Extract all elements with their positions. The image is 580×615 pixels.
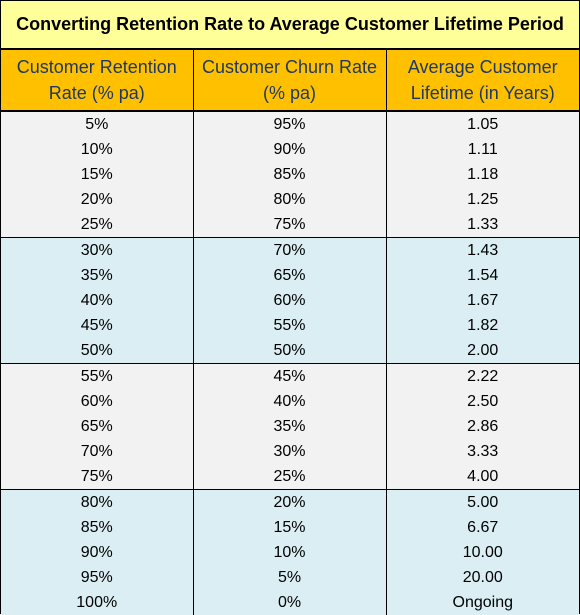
churn-rate-cell: 45% xyxy=(192,363,387,389)
churn-rate-cell: 35% xyxy=(192,414,387,439)
header-lifetime-line2: Lifetime (in Years) xyxy=(410,83,555,103)
header-retention-rate: Customer Retention Rate (% pa) xyxy=(1,50,194,112)
retention-rate-cell: 35% xyxy=(1,263,194,288)
retention-rate-cell: 70% xyxy=(1,439,194,464)
churn-rate-cell: 10% xyxy=(192,540,387,565)
retention-rate-cell: 85% xyxy=(1,515,194,540)
header-customer-lifetime: Average Customer Lifetime (in Years) xyxy=(385,50,579,112)
churn-rate-cell: 30% xyxy=(192,439,387,464)
retention-rate-cell: 100% xyxy=(1,590,194,615)
retention-rate-cell: 60% xyxy=(1,389,194,414)
churn-rate-cell: 90% xyxy=(192,137,387,162)
lifetime-cell: 20.00 xyxy=(385,565,579,590)
table-row: 15% 85% 1.18 xyxy=(1,162,579,187)
table-row: 35% 65% 1.54 xyxy=(1,263,579,288)
churn-rate-cell: 5% xyxy=(192,565,387,590)
lifetime-cell: 6.67 xyxy=(385,515,579,540)
retention-rate-cell: 45% xyxy=(1,313,194,338)
table-row: 10% 90% 1.11 xyxy=(1,137,579,162)
table-row: 100% 0% Ongoing xyxy=(1,590,579,615)
table-row: 40% 60% 1.67 xyxy=(1,288,579,313)
retention-rate-cell: 30% xyxy=(1,237,194,263)
churn-rate-cell: 95% xyxy=(192,111,387,137)
lifetime-cell: 1.43 xyxy=(385,237,579,263)
header-retention-line1: Customer Retention xyxy=(16,57,177,77)
retention-rate-cell: 55% xyxy=(1,363,194,389)
retention-rate-cell: 90% xyxy=(1,540,194,565)
lifetime-cell: 1.82 xyxy=(385,313,579,338)
retention-rate-cell: 5% xyxy=(1,111,194,137)
lifetime-cell: 1.33 xyxy=(385,212,579,238)
churn-rate-cell: 50% xyxy=(192,338,387,364)
lifetime-cell: 1.67 xyxy=(385,288,579,313)
churn-rate-cell: 40% xyxy=(192,389,387,414)
table-body: 5% 95% 1.05 10% 90% 1.11 15% 85% 1.18 20% 80% 1.25 2… xyxy=(1,111,579,615)
lifetime-cell: 1.11 xyxy=(385,137,579,162)
lifetime-cell: 1.54 xyxy=(385,263,579,288)
table-row: 25% 75% 1.33 xyxy=(1,212,579,238)
retention-rate-cell: 65% xyxy=(1,414,194,439)
retention-rate-cell: 15% xyxy=(1,162,194,187)
table-row: 55% 45% 2.22 xyxy=(1,363,579,389)
retention-rate-cell: 50% xyxy=(1,338,194,364)
retention-rate-cell: 40% xyxy=(1,288,194,313)
lifetime-cell: 2.22 xyxy=(385,363,579,389)
lifetime-cell: 1.25 xyxy=(385,187,579,212)
churn-rate-cell: 20% xyxy=(192,489,387,515)
table-row: 20% 80% 1.25 xyxy=(1,187,579,212)
table-row: 70% 30% 3.33 xyxy=(1,439,579,464)
lifetime-cell: 3.33 xyxy=(385,439,579,464)
retention-rate-cell: 10% xyxy=(1,137,194,162)
table-row: 90% 10% 10.00 xyxy=(1,540,579,565)
header-lifetime-line1: Average Customer xyxy=(407,57,558,77)
table-row: 60% 40% 2.50 xyxy=(1,389,579,414)
table-row: 80% 20% 5.00 xyxy=(1,489,579,515)
lifetime-cell: 2.50 xyxy=(385,389,579,414)
table-row: 5% 95% 1.05 xyxy=(1,111,579,137)
churn-rate-cell: 55% xyxy=(192,313,387,338)
churn-rate-cell: 15% xyxy=(192,515,387,540)
churn-rate-cell: 25% xyxy=(192,464,387,490)
lifetime-cell: 2.00 xyxy=(385,338,579,364)
retention-rate-cell: 25% xyxy=(1,212,194,238)
churn-rate-cell: 60% xyxy=(192,288,387,313)
churn-rate-cell: 85% xyxy=(192,162,387,187)
retention-rate-cell: 20% xyxy=(1,187,194,212)
churn-rate-cell: 0% xyxy=(192,590,387,615)
table-row: 50% 50% 2.00 xyxy=(1,338,579,364)
table-title: Converting Retention Rate to Average Cus… xyxy=(1,1,579,50)
lifetime-cell: Ongoing xyxy=(385,590,579,615)
lifetime-cell: 4.00 xyxy=(385,464,579,490)
table-row: 45% 55% 1.82 xyxy=(1,313,579,338)
lifetime-cell: 1.05 xyxy=(385,111,579,137)
lifetime-cell: 2.86 xyxy=(385,414,579,439)
table-row: 30% 70% 1.43 xyxy=(1,237,579,263)
header-row: Customer Retention Rate (% pa) Customer C… xyxy=(1,50,579,112)
header-churn-rate: Customer Churn Rate (% pa) xyxy=(192,50,387,112)
table-row: 95% 5% 20.00 xyxy=(1,565,579,590)
churn-rate-cell: 65% xyxy=(192,263,387,288)
header-churn-line2: (% pa) xyxy=(262,83,316,103)
lifetime-cell: 1.18 xyxy=(385,162,579,187)
table-row: 75% 25% 4.00 xyxy=(1,464,579,490)
churn-rate-cell: 80% xyxy=(192,187,387,212)
churn-rate-cell: 75% xyxy=(192,212,387,238)
header-churn-line1: Customer Churn Rate xyxy=(201,57,378,77)
retention-rate-cell: 80% xyxy=(1,489,194,515)
table-row: 65% 35% 2.86 xyxy=(1,414,579,439)
retention-rate-cell: 95% xyxy=(1,565,194,590)
header-retention-line2: Rate (% pa) xyxy=(48,83,145,103)
retention-table: Customer Retention Rate (% pa) Customer C… xyxy=(1,50,579,615)
table-row: 85% 15% 6.67 xyxy=(1,515,579,540)
lifetime-cell: 5.00 xyxy=(385,489,579,515)
churn-rate-cell: 70% xyxy=(192,237,387,263)
retention-rate-cell: 75% xyxy=(1,464,194,490)
lifetime-cell: 10.00 xyxy=(385,540,579,565)
